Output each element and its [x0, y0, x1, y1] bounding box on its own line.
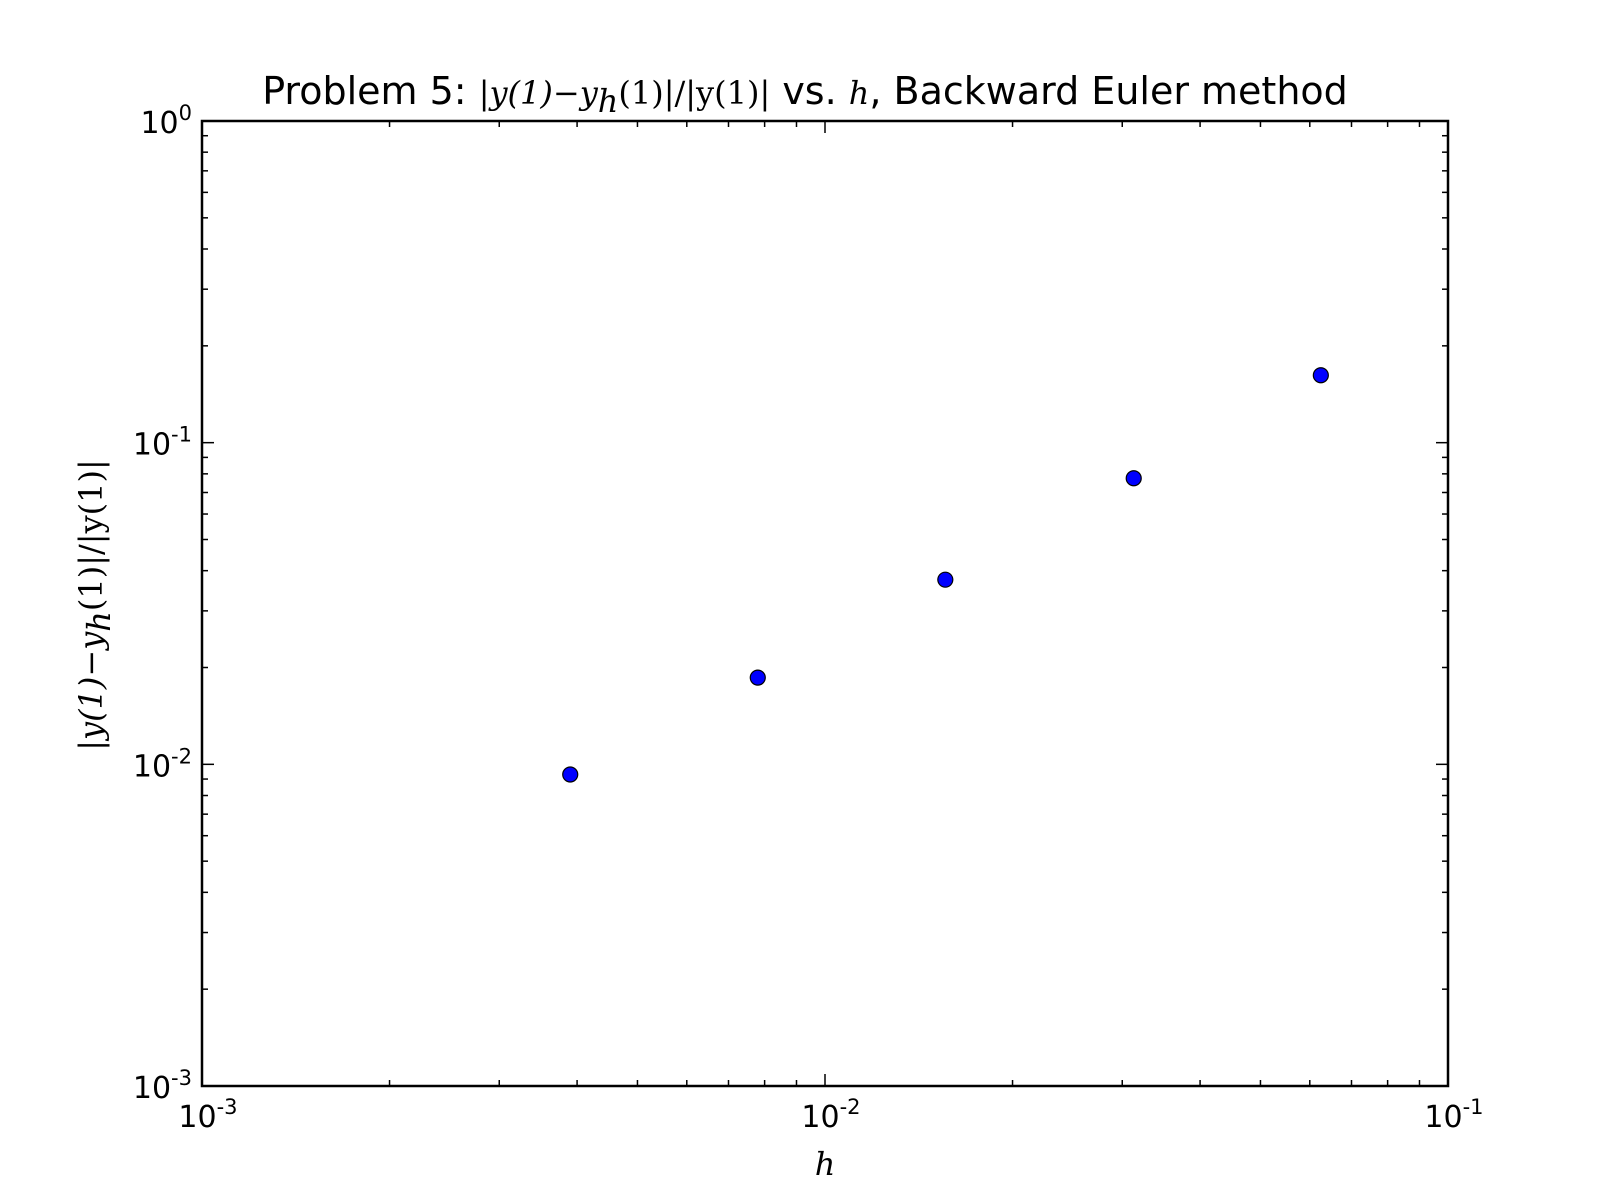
data-point	[749, 669, 766, 686]
data-point	[1312, 367, 1329, 384]
plot-frame	[200, 119, 1450, 1088]
x-tick-label: 10-2	[801, 1095, 860, 1135]
data-point	[562, 766, 579, 783]
y-tick-label: 10-1	[133, 423, 192, 463]
title-math-expr-end: (1)|/|y(1)|	[618, 74, 770, 112]
chart-title: Problem 5: |y(1)−yh(1)|/|y(1)| vs. h, Ba…	[262, 69, 1348, 120]
y-tick-label: 100	[140, 101, 192, 141]
axis-tick-labels: 10-3 10-2 10-1 10-3 10-2 10-1 100	[133, 101, 1484, 1135]
title-mid: vs.	[770, 69, 849, 113]
data-points	[562, 367, 1329, 783]
y-label-post: (1)|/|y(1)|	[72, 459, 110, 611]
title-math-var: h	[849, 74, 870, 112]
y-tick-label: 10-3	[133, 1066, 192, 1106]
data-point	[1125, 470, 1142, 487]
data-point	[937, 571, 954, 588]
y-label-sub: h	[80, 611, 118, 632]
x-tick-label: 10-1	[1424, 1095, 1483, 1135]
title-prefix: Problem 5:	[262, 69, 479, 113]
title-suffix: , Backward Euler method	[869, 69, 1347, 113]
title-math-sub: h	[598, 82, 619, 120]
y-label-pre: |y(1)−y	[72, 631, 110, 751]
x-axis-label: h	[815, 1145, 836, 1183]
title-math-expr: |y(1)−y	[479, 74, 599, 112]
y-tick-label: 10-2	[133, 744, 192, 784]
x-tick-label: 10-3	[178, 1095, 237, 1135]
y-axis-label: |y(1)−yh(1)|/|y(1)|	[72, 459, 118, 751]
